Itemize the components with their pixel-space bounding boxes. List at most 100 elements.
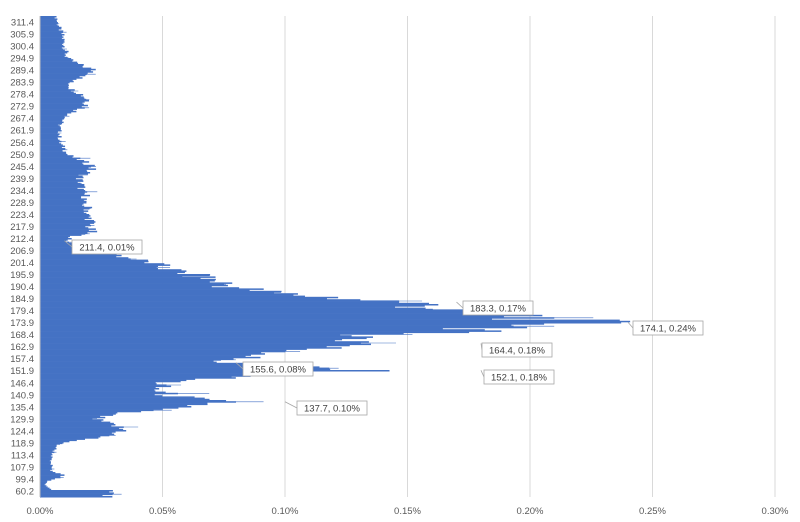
y-tick-label: 206.9 bbox=[10, 246, 34, 257]
bar bbox=[40, 281, 210, 283]
bar bbox=[40, 180, 84, 182]
callout-box bbox=[242, 361, 314, 377]
x-tick-label: 0.15% bbox=[394, 506, 421, 517]
bar bbox=[40, 420, 102, 422]
bar bbox=[40, 176, 84, 179]
bar bbox=[40, 194, 90, 197]
callout-leader-line bbox=[235, 362, 244, 370]
bar bbox=[40, 422, 114, 425]
bar bbox=[40, 396, 195, 398]
y-tick-label: 283.9 bbox=[10, 78, 34, 89]
bar bbox=[40, 478, 55, 480]
bar bbox=[40, 95, 81, 97]
bar bbox=[40, 148, 66, 150]
data-label-callout: 155.6, 0.08% bbox=[235, 361, 314, 377]
bar bbox=[40, 96, 84, 98]
bar bbox=[40, 162, 83, 164]
y-tick-label: 173.9 bbox=[10, 318, 34, 329]
bar bbox=[40, 186, 86, 188]
bar bbox=[40, 301, 400, 304]
bar bbox=[40, 382, 156, 384]
y-tick-label: 140.9 bbox=[10, 390, 34, 401]
bar bbox=[40, 366, 320, 368]
bar bbox=[40, 146, 62, 149]
bar bbox=[40, 302, 430, 305]
bar bbox=[40, 385, 172, 388]
bar bbox=[40, 462, 51, 464]
bar bbox=[40, 77, 83, 79]
bar bbox=[40, 394, 155, 396]
bar bbox=[40, 240, 66, 242]
bar bbox=[40, 204, 83, 206]
bar bbox=[40, 103, 84, 106]
bar bbox=[40, 156, 73, 158]
bar bbox=[40, 220, 95, 222]
bar bbox=[40, 217, 92, 220]
bar bbox=[40, 211, 84, 214]
bar bbox=[40, 415, 101, 418]
data-label: 137.7, 0.10% bbox=[304, 404, 361, 415]
bar bbox=[40, 364, 260, 366]
bar bbox=[40, 41, 65, 43]
bar bbox=[40, 481, 47, 484]
y-tick-label: 250.9 bbox=[10, 150, 34, 161]
data-label-callout: 174.1, 0.24% bbox=[627, 320, 704, 336]
bar bbox=[40, 412, 118, 414]
bar bbox=[40, 455, 51, 457]
bar bbox=[40, 378, 196, 380]
bar bbox=[40, 431, 116, 433]
bar bbox=[40, 205, 85, 208]
bar bbox=[40, 296, 339, 299]
bar bbox=[40, 234, 82, 236]
bar bbox=[40, 232, 88, 234]
bar bbox=[40, 119, 63, 121]
bar bbox=[40, 38, 65, 41]
y-tick-label: 217.9 bbox=[10, 222, 34, 233]
data-label-callout: 211.4, 0.01% bbox=[64, 239, 143, 255]
bar bbox=[40, 469, 51, 472]
bar bbox=[40, 110, 77, 113]
bar bbox=[40, 16, 57, 18]
bar bbox=[40, 277, 201, 280]
bar bbox=[40, 18, 58, 20]
callout-box bbox=[71, 239, 143, 255]
bar bbox=[40, 54, 66, 56]
bar bbox=[40, 310, 481, 312]
bar bbox=[40, 100, 90, 102]
bar bbox=[40, 72, 88, 74]
bar bbox=[40, 402, 208, 404]
bar bbox=[40, 356, 261, 359]
bar bbox=[40, 425, 112, 427]
bar bbox=[40, 332, 404, 335]
bar bbox=[40, 318, 492, 320]
bar bbox=[40, 120, 63, 122]
bar bbox=[40, 150, 63, 152]
bar bbox=[40, 452, 52, 455]
x-tick-label: 0.20% bbox=[517, 506, 544, 517]
bar bbox=[40, 101, 85, 103]
bar bbox=[40, 458, 52, 461]
bar bbox=[40, 28, 62, 30]
bar bbox=[40, 490, 113, 492]
bar bbox=[40, 235, 70, 238]
bar bbox=[40, 368, 331, 371]
callout-leader-line bbox=[64, 240, 73, 248]
bar bbox=[40, 442, 64, 444]
bar bbox=[40, 163, 84, 166]
bar bbox=[40, 270, 187, 272]
bar bbox=[40, 43, 63, 46]
bar bbox=[40, 32, 62, 35]
bar bbox=[40, 457, 52, 460]
bar bbox=[40, 374, 245, 377]
bar bbox=[40, 188, 84, 191]
bar bbox=[40, 445, 57, 448]
bar bbox=[40, 244, 80, 246]
bar bbox=[40, 370, 390, 372]
bar bbox=[40, 214, 90, 216]
bar bbox=[40, 19, 57, 22]
bar bbox=[40, 372, 295, 374]
bar bbox=[40, 55, 65, 58]
y-tick-label: 124.4 bbox=[10, 426, 34, 437]
bar bbox=[40, 256, 117, 258]
bar bbox=[40, 59, 74, 61]
